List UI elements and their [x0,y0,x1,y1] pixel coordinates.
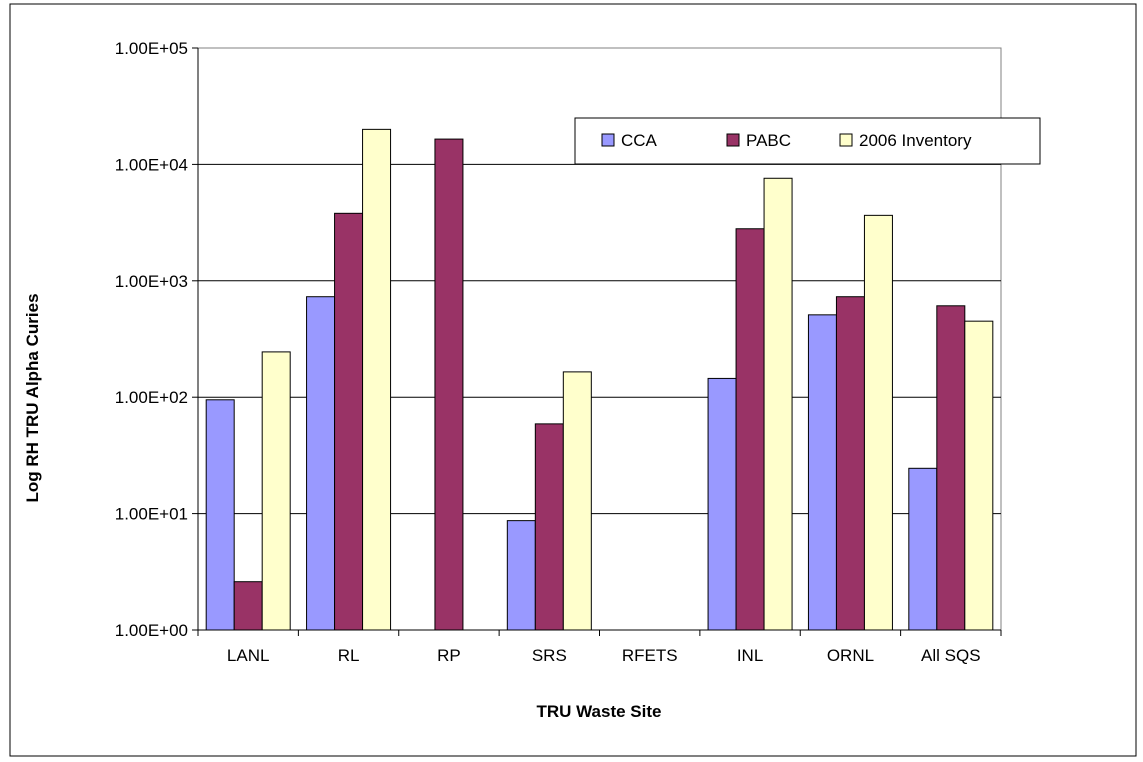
legend-label: PABC [746,131,791,150]
bar-cca-all-sqs [908,467,938,631]
x-tick-label: All SQS [921,646,981,665]
legend: CCA PABC 2006 Inventory [574,117,1041,165]
bar-pabc-rl [334,212,364,631]
y-tick-label: 1.00E+04 [115,155,188,174]
legend-label: CCA [621,131,658,150]
bar-pabc-lanl [233,581,263,631]
x-tick-label: RP [437,646,461,665]
bar-2006-inventory-ornl [863,214,893,631]
y-tick-label: 1.00E+00 [115,621,188,640]
bar-pabc-rp [434,138,464,631]
bar-pabc-srs [534,423,564,631]
legend-swatch [726,133,740,147]
bar-2006-inventory-lanl [261,351,291,631]
y-tick-label: 1.00E+02 [115,388,188,407]
bar-cca-srs [506,520,536,631]
x-tick-label: RFETS [622,646,678,665]
bar-cca-ornl [807,314,837,631]
x-tick-label: INL [737,646,763,665]
x-tick-label: LANL [227,646,270,665]
axes [192,47,1002,636]
bar-2006-inventory-inl [763,177,793,631]
y-tick-label: 1.00E+03 [115,272,188,291]
x-tick-label: SRS [532,646,567,665]
x-tick-label: RL [338,646,360,665]
bars [205,128,994,631]
bar-2006-inventory-all-sqs [964,320,994,631]
bar-cca-rl [306,296,336,631]
y-tick-label: 1.00E+01 [115,505,188,524]
bar-pabc-all-sqs [936,305,966,631]
legend-box [574,117,1041,165]
legend-swatch [839,133,853,147]
tick-labels: 1.00E+00 1.00E+01 1.00E+02 1.00E+03 1.00E+04… [115,39,981,665]
y-axis-title: Log RH TRU Alpha Curies [23,293,42,502]
x-axis-title: TRU Waste Site [536,702,661,721]
bar-2006-inventory-srs [562,371,592,631]
bar-pabc-ornl [835,296,865,631]
bar-2006-inventory-rl [362,128,392,631]
legend-label: 2006 Inventory [859,131,972,150]
y-tick-label: 1.00E+05 [115,39,188,58]
bar-pabc-inl [735,228,765,631]
legend-swatch [601,133,615,147]
bar-cca-inl [707,377,737,631]
x-tick-label: ORNL [827,646,874,665]
bar-cca-lanl [205,399,235,631]
